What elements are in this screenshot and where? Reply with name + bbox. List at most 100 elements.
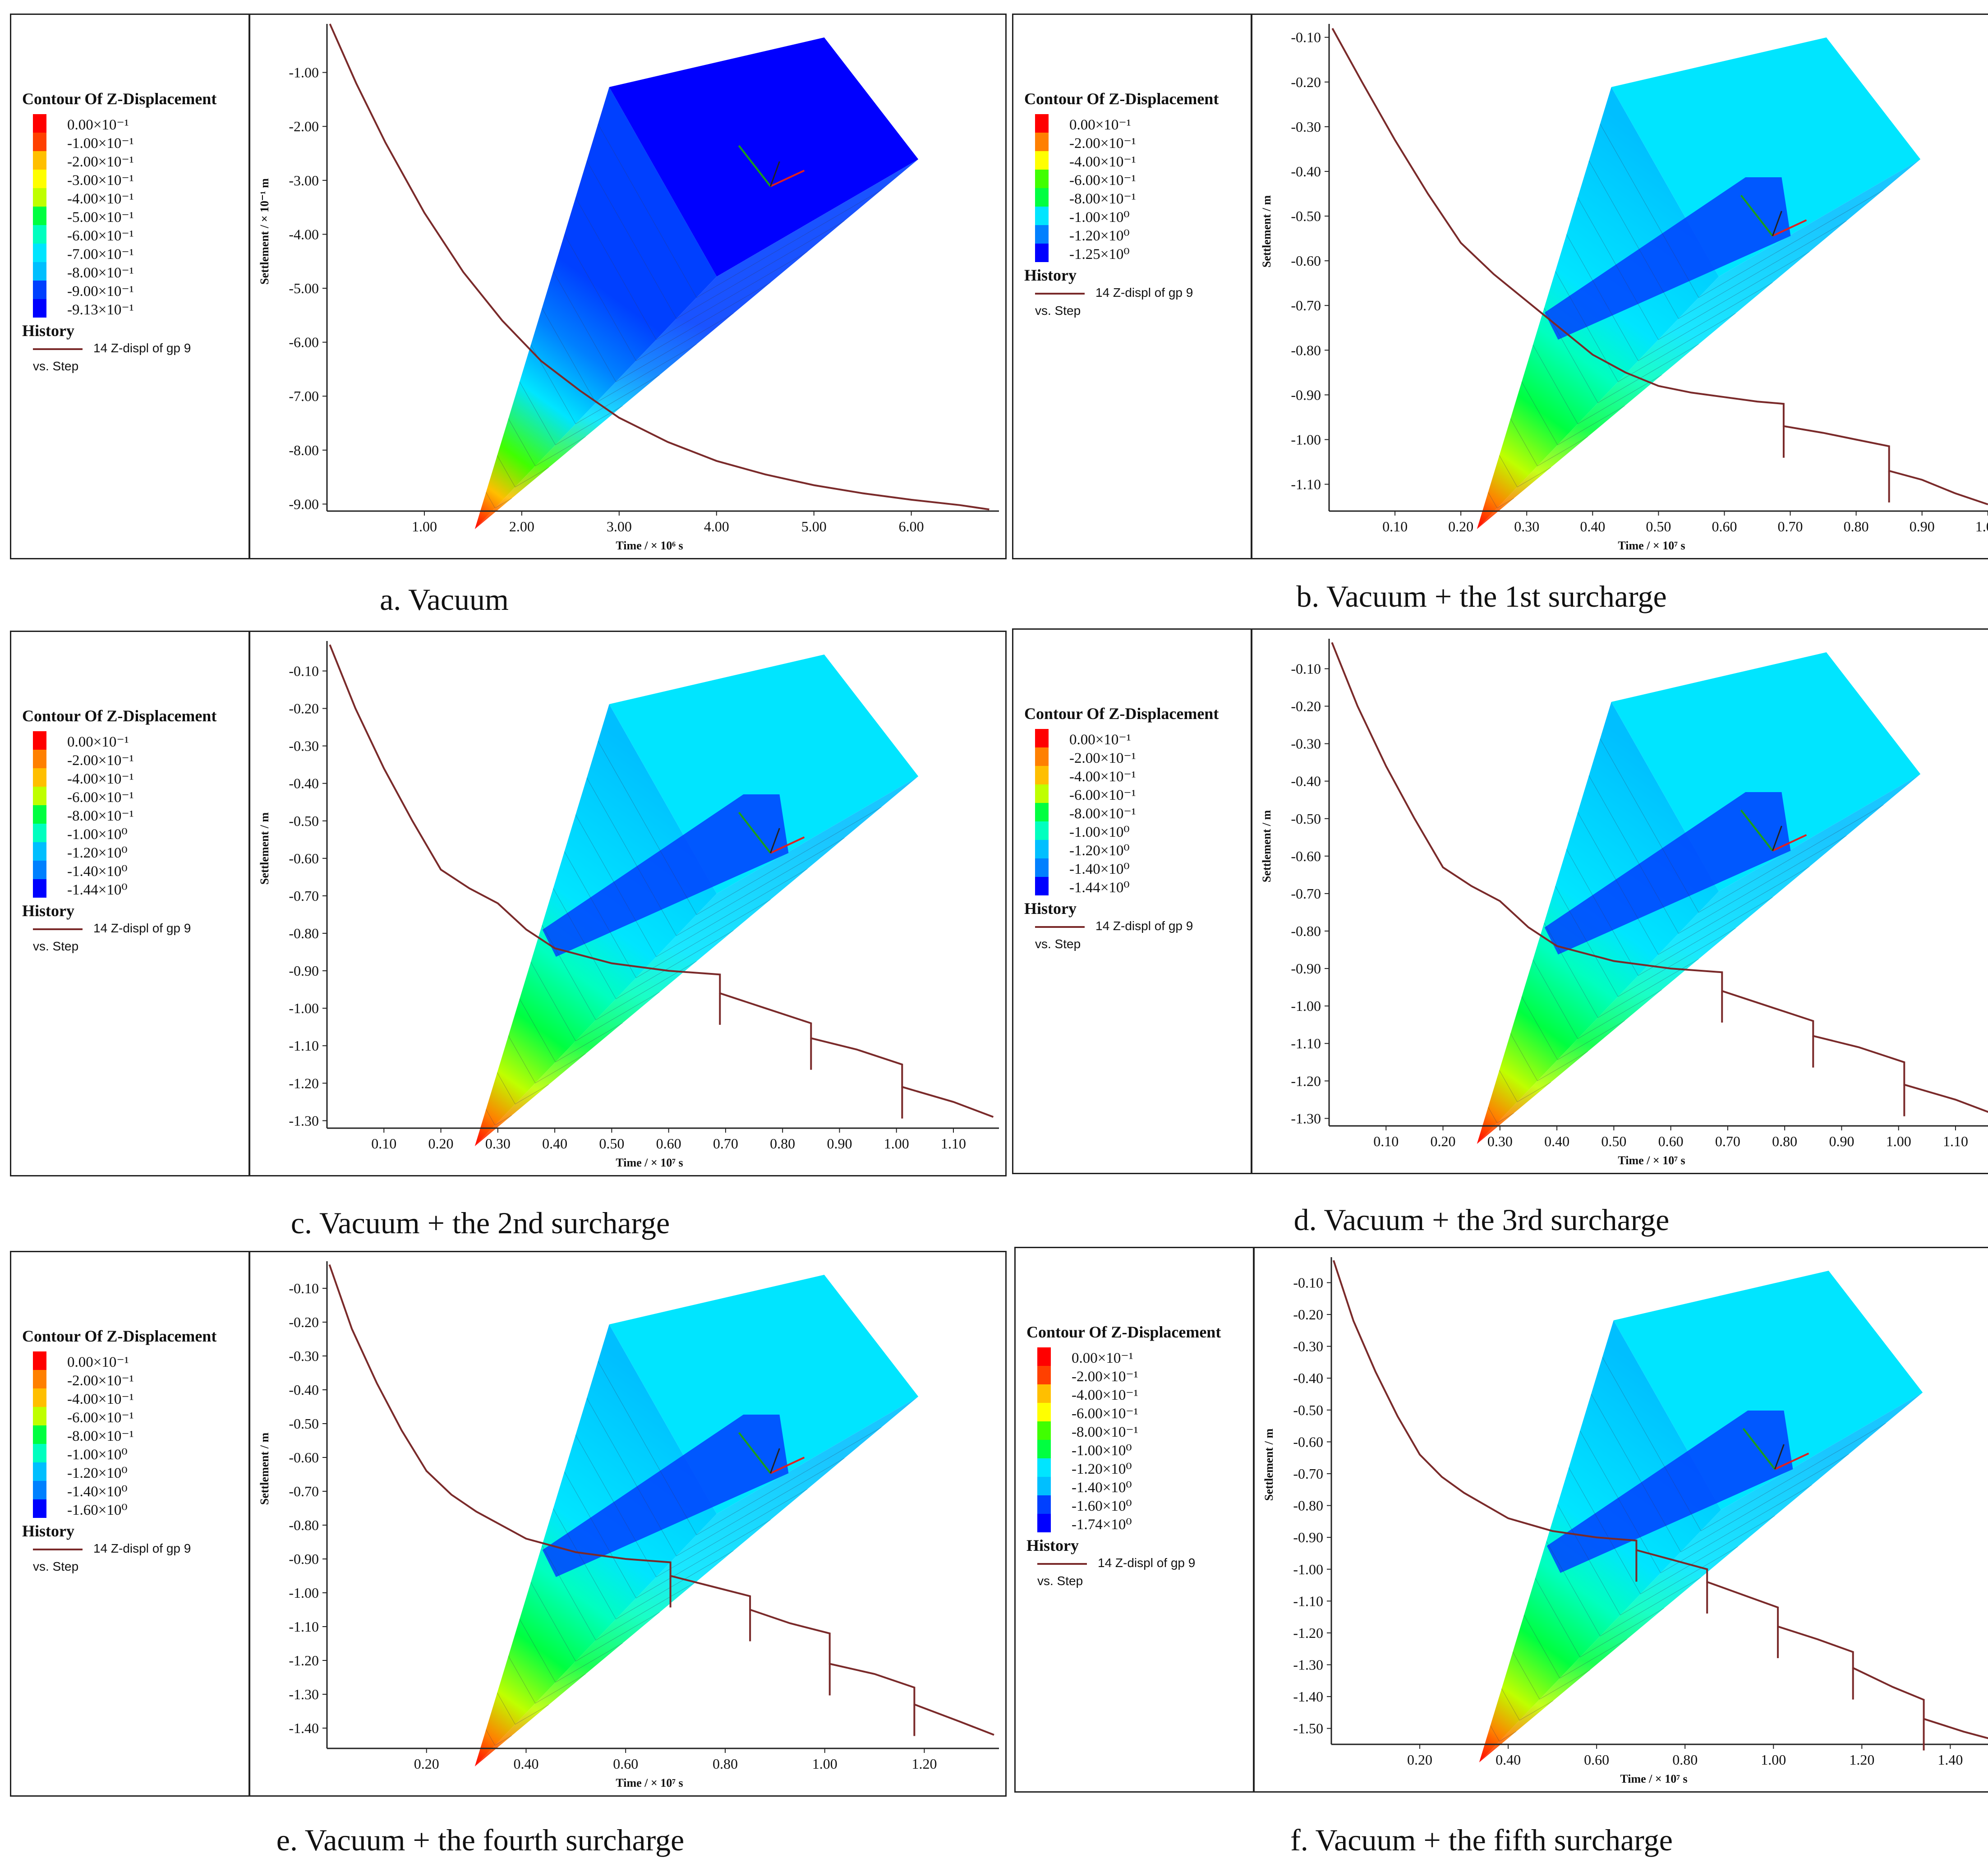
legend-swatch [33, 299, 46, 318]
model-grid-line [586, 1398, 845, 1557]
y-tick-label: -1.50 [1293, 1720, 1323, 1737]
contour-model [1477, 652, 1921, 1144]
y-tick-label: -0.80 [289, 925, 319, 941]
model-grid-line [1579, 1430, 1812, 1573]
model-core [542, 794, 789, 957]
y-tick-label: -0.60 [289, 1449, 319, 1466]
y-tick-label: -1.30 [289, 1112, 319, 1129]
y-tick-label: -0.70 [1291, 885, 1321, 902]
model-grid-line [508, 418, 586, 466]
model-grid-line [519, 382, 623, 446]
legend-swatch [33, 1388, 46, 1407]
x-tick-label: 3.00 [607, 518, 632, 535]
legend-entry: -1.00×10⁻¹ [33, 133, 245, 152]
y-tick-label: -0.20 [1291, 74, 1321, 90]
legend-entry: -6.00×10⁻¹ [1035, 170, 1247, 189]
legend-entry: -8.00×10⁻¹ [33, 805, 245, 824]
legend-entry: -4.00×10⁻¹ [1035, 766, 1247, 785]
axis-z-icon [1774, 1444, 1785, 1470]
y-tick-label: -1.20 [1291, 1073, 1321, 1089]
model-grid-line [1488, 1107, 1514, 1124]
x-tick-label: 0.60 [1584, 1752, 1609, 1768]
legend-swatch [33, 1425, 46, 1444]
legend-label: -1.00×10⁰ [1072, 1443, 1132, 1459]
history-sub-label: vs. Step [1035, 304, 1081, 318]
model-grid-line [542, 1545, 697, 1641]
history-series-label: 14 Z-displ of gp 9 [1095, 286, 1193, 300]
legend-entry: -7.00×10⁻¹ [33, 244, 245, 263]
y-tick-label: -1.10 [1291, 476, 1321, 493]
x-tick-label: 1.20 [911, 1756, 937, 1772]
y-tick-label: -0.60 [1293, 1434, 1323, 1450]
axis-y-icon [1742, 1428, 1776, 1470]
y-axis-label: Settlement / m [1262, 1429, 1275, 1501]
legend-entry: 0.00×10⁻¹ [33, 731, 245, 750]
legend-label: -1.25×10⁰ [1069, 246, 1130, 263]
y-tick-label: -0.90 [289, 963, 319, 979]
legend-swatch [1035, 803, 1049, 821]
y-tick-label: -1.30 [1293, 1657, 1323, 1673]
legend-label: -6.00×10⁻¹ [67, 1410, 134, 1426]
settlement-curve [1331, 642, 1988, 1113]
legend-swatch [1037, 1458, 1051, 1477]
panel-f: Contour Of Z-Displacement 0.00×10⁻¹ -2.00… [1014, 1247, 1988, 1793]
model-grid-line [530, 1582, 660, 1662]
x-tick-label: 1.00 [884, 1135, 909, 1152]
legend-entry: -1.74×10⁰ [1037, 1514, 1249, 1533]
axis-z-icon [769, 161, 780, 187]
history-sub-label: vs. Step [33, 1559, 79, 1573]
model-grid-line [598, 1361, 882, 1535]
legend-swatch [33, 805, 46, 824]
legend-entry: -9.00×10⁻¹ [33, 281, 245, 300]
legend-entry: -2.00×10⁻¹ [33, 750, 245, 769]
legend-swatch [1035, 729, 1049, 747]
settlement-curve [329, 644, 994, 1118]
chart-svg: -1.00 -2.00 -3.00 -4.00 -5.00 -6.00 -7.00 -8.00… [258, 23, 999, 552]
model-grid-line [1555, 271, 1736, 383]
x-tick-label: 0.70 [1778, 518, 1803, 535]
legend-swatch [1035, 840, 1049, 858]
model-face-left [474, 87, 717, 529]
y-tick-label: -0.40 [1291, 163, 1321, 180]
history-sub-label: vs. Step [1035, 937, 1081, 951]
model-grid-line [1501, 1688, 1553, 1721]
y-tick-label: -4.00 [289, 226, 319, 242]
y-tick-label: -1.30 [289, 1686, 319, 1702]
legend-swatch [1037, 1347, 1051, 1366]
model-core [1546, 1411, 1793, 1573]
model-core [1544, 792, 1791, 954]
axis-y-icon [738, 812, 771, 854]
legend-label: -9.13×10⁻¹ [67, 302, 134, 318]
y-tick-label: -0.70 [1291, 297, 1321, 314]
legend-swatch [33, 133, 46, 151]
model-grid-line [575, 1434, 808, 1577]
y-tick-label: -1.40 [1293, 1688, 1323, 1705]
y-tick-label: -0.40 [1291, 773, 1321, 789]
legend-entry: -4.00×10⁻¹ [33, 1388, 245, 1407]
legend-swatch [33, 842, 46, 861]
legend-d: Contour Of Z-Displacement 0.00×10⁻¹ -2.00… [1013, 630, 1252, 1173]
x-tick-label: 0.30 [1514, 518, 1539, 535]
plot-area-f: -0.10 -0.20 -0.30 -0.40 -0.50 -0.60 -0.70 -0.80… [1255, 1248, 1988, 1791]
x-axis-label: Time / × 10⁷ s [616, 1156, 683, 1169]
x-tick-label: 1.40 [1937, 1752, 1963, 1768]
legend-label: -1.40×10⁰ [67, 863, 128, 880]
model-grid-line [1602, 1357, 1886, 1531]
x-tick-label: 6.00 [899, 518, 924, 535]
x-tick-label: 0.80 [713, 1756, 738, 1772]
model-grid-line [1535, 1578, 1664, 1658]
y-tick-label: -0.30 [1293, 1338, 1323, 1355]
y-tick-label: -1.10 [289, 1037, 319, 1054]
model-grid-line [519, 1619, 623, 1683]
model-grid-line [1532, 959, 1662, 1039]
panel-c: Contour Of Z-Displacement 0.00×10⁻¹ -2.00… [10, 631, 1007, 1176]
history-line-swatch [33, 348, 83, 350]
model-grid-line [497, 1072, 549, 1105]
model-grid-line [508, 1035, 586, 1084]
legend-swatch [1037, 1421, 1051, 1440]
model-grid-line [1577, 197, 1810, 340]
legend-entry: -6.00×10⁻¹ [33, 225, 245, 244]
y-axis-label: Settlement / × 10⁻¹ m [258, 178, 271, 285]
legend-swatch [33, 225, 46, 244]
legend-entry: -1.60×10⁰ [33, 1499, 245, 1518]
